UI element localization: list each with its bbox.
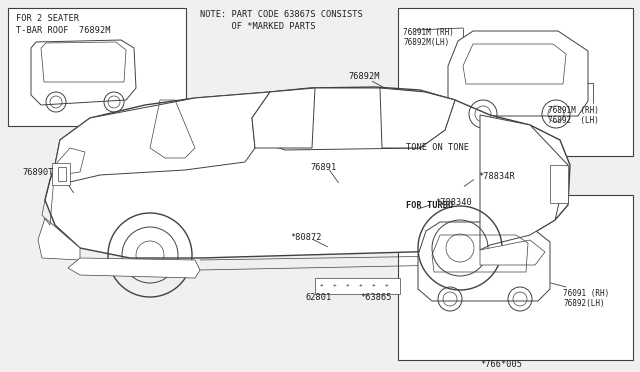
Text: NOTE: PART CODE 63867S CONSISTS: NOTE: PART CODE 63867S CONSISTS (200, 10, 363, 19)
Text: 76892M(LH): 76892M(LH) (403, 38, 449, 47)
Polygon shape (252, 88, 455, 150)
Polygon shape (380, 88, 455, 148)
Text: 76892M: 76892M (348, 72, 380, 81)
Text: TONE ON TONE: TONE ON TONE (406, 143, 469, 152)
Text: 76890T: 76890T (22, 168, 54, 177)
Polygon shape (418, 222, 550, 301)
Polygon shape (448, 31, 588, 116)
Text: 76892(LH): 76892(LH) (563, 299, 605, 308)
Text: FOR 2 SEATER: FOR 2 SEATER (16, 14, 79, 23)
Bar (550, 165, 568, 203)
Text: *788340: *788340 (435, 198, 472, 207)
Text: T-BAR ROOF  76892M: T-BAR ROOF 76892M (16, 26, 111, 35)
Bar (315, 278, 400, 294)
Text: +: + (320, 282, 324, 287)
Bar (398, 195, 633, 360)
Text: 76091 (RH): 76091 (RH) (563, 289, 609, 298)
Text: 62801: 62801 (305, 293, 332, 302)
Text: 76892  (LH): 76892 (LH) (548, 116, 599, 125)
Text: +: + (359, 282, 363, 287)
Bar (58, 167, 66, 181)
Text: 76891M (RH): 76891M (RH) (548, 106, 599, 115)
Polygon shape (252, 88, 315, 148)
Text: 76891M (RH): 76891M (RH) (403, 28, 454, 37)
Bar (398, 8, 633, 156)
Text: OF *MARKED PARTS: OF *MARKED PARTS (200, 22, 316, 31)
Polygon shape (31, 40, 136, 105)
Bar (8, 8, 186, 126)
Text: +: + (372, 282, 376, 287)
Polygon shape (480, 240, 545, 265)
Text: +: + (385, 282, 389, 287)
Text: FOR TURBO: FOR TURBO (406, 201, 453, 210)
Text: *80872: *80872 (290, 233, 321, 242)
Text: +: + (346, 282, 350, 287)
Text: +: + (333, 282, 337, 287)
Polygon shape (38, 218, 80, 260)
Polygon shape (68, 258, 200, 278)
Text: *63865: *63865 (360, 293, 392, 302)
Text: *766*005: *766*005 (480, 360, 522, 369)
Polygon shape (45, 87, 570, 258)
Text: *78834R: *78834R (478, 172, 515, 181)
Bar (52, 163, 70, 185)
Polygon shape (55, 92, 270, 182)
Polygon shape (480, 115, 568, 250)
Text: 76891: 76891 (310, 163, 336, 172)
